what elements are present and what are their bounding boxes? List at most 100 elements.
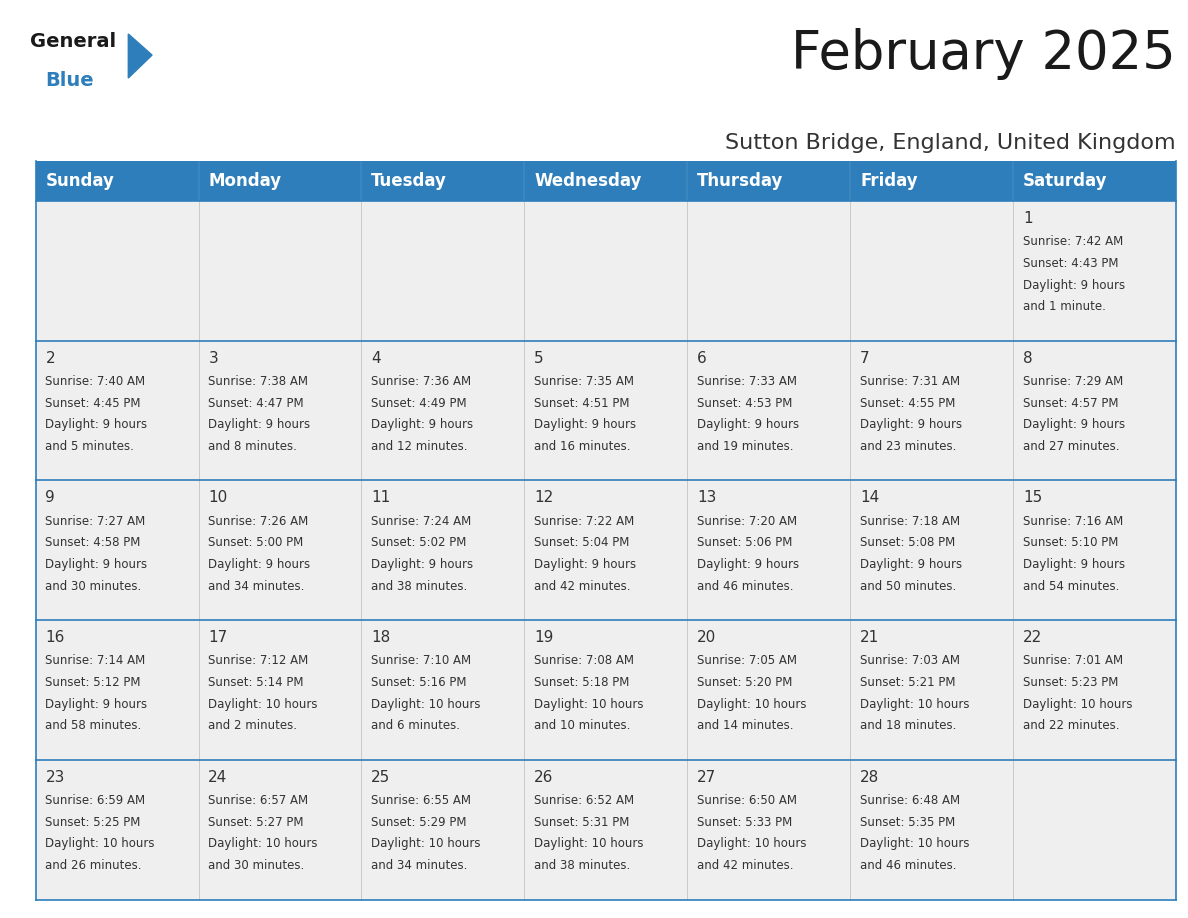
Text: Sunrise: 7:12 AM: Sunrise: 7:12 AM (208, 655, 309, 667)
Text: Sunrise: 7:18 AM: Sunrise: 7:18 AM (860, 515, 960, 528)
Text: and 19 minutes.: and 19 minutes. (697, 440, 794, 453)
Text: Sunset: 4:57 PM: Sunset: 4:57 PM (1023, 397, 1118, 409)
Text: 2: 2 (45, 351, 55, 365)
Text: Daylight: 10 hours: Daylight: 10 hours (535, 698, 644, 711)
Text: Sunrise: 7:05 AM: Sunrise: 7:05 AM (697, 655, 797, 667)
Text: Daylight: 9 hours: Daylight: 9 hours (372, 419, 473, 431)
Text: Daylight: 9 hours: Daylight: 9 hours (860, 419, 962, 431)
Text: and 23 minutes.: and 23 minutes. (860, 440, 956, 453)
Bar (688, 161, 851, 201)
Bar (36, 480, 198, 621)
Text: Sunset: 4:58 PM: Sunset: 4:58 PM (45, 536, 141, 549)
Text: Sunrise: 7:16 AM: Sunrise: 7:16 AM (1023, 515, 1123, 528)
Bar (361, 480, 524, 621)
Text: 24: 24 (208, 769, 228, 785)
Text: 1: 1 (1023, 211, 1032, 226)
Text: 17: 17 (208, 630, 228, 645)
Text: Sutton Bridge, England, United Kingdom: Sutton Bridge, England, United Kingdom (726, 133, 1176, 153)
Text: Daylight: 9 hours: Daylight: 9 hours (1023, 419, 1125, 431)
Text: 10: 10 (208, 490, 228, 505)
Text: 23: 23 (45, 769, 65, 785)
Text: Sunrise: 6:50 AM: Sunrise: 6:50 AM (697, 794, 797, 807)
Bar (688, 341, 851, 480)
Text: and 22 minutes.: and 22 minutes. (1023, 720, 1119, 733)
Text: Daylight: 10 hours: Daylight: 10 hours (860, 698, 969, 711)
Text: Sunset: 5:25 PM: Sunset: 5:25 PM (45, 816, 141, 829)
Text: Sunrise: 7:03 AM: Sunrise: 7:03 AM (860, 655, 960, 667)
Bar (1013, 161, 1176, 201)
Text: Sunrise: 6:52 AM: Sunrise: 6:52 AM (535, 794, 634, 807)
Text: and 38 minutes.: and 38 minutes. (535, 859, 631, 872)
Bar (524, 760, 688, 900)
Text: 28: 28 (860, 769, 879, 785)
Text: Sunrise: 7:35 AM: Sunrise: 7:35 AM (535, 375, 634, 388)
Text: Sunset: 5:14 PM: Sunset: 5:14 PM (208, 676, 304, 689)
Text: 21: 21 (860, 630, 879, 645)
Text: Sunset: 4:53 PM: Sunset: 4:53 PM (697, 397, 792, 409)
Text: Sunrise: 7:36 AM: Sunrise: 7:36 AM (372, 375, 472, 388)
Bar (198, 161, 361, 201)
Text: Sunset: 5:04 PM: Sunset: 5:04 PM (535, 536, 630, 549)
Text: Daylight: 9 hours: Daylight: 9 hours (45, 698, 147, 711)
Text: Sunset: 5:10 PM: Sunset: 5:10 PM (1023, 536, 1118, 549)
Text: Sunrise: 7:26 AM: Sunrise: 7:26 AM (208, 515, 309, 528)
Text: Sunset: 5:20 PM: Sunset: 5:20 PM (697, 676, 792, 689)
Text: 4: 4 (372, 351, 381, 365)
Text: Sunrise: 7:33 AM: Sunrise: 7:33 AM (697, 375, 797, 388)
Text: Sunset: 5:33 PM: Sunset: 5:33 PM (697, 816, 792, 829)
Bar (524, 201, 688, 341)
Bar (851, 161, 1013, 201)
Text: and 58 minutes.: and 58 minutes. (45, 720, 141, 733)
Text: Sunset: 5:21 PM: Sunset: 5:21 PM (860, 676, 955, 689)
Text: Daylight: 9 hours: Daylight: 9 hours (1023, 558, 1125, 571)
Text: and 34 minutes.: and 34 minutes. (372, 859, 468, 872)
Text: and 2 minutes.: and 2 minutes. (208, 720, 297, 733)
Text: and 8 minutes.: and 8 minutes. (208, 440, 297, 453)
Text: Sunset: 4:55 PM: Sunset: 4:55 PM (860, 397, 955, 409)
Text: Sunrise: 6:57 AM: Sunrise: 6:57 AM (208, 794, 309, 807)
Text: and 46 minutes.: and 46 minutes. (697, 579, 794, 593)
Bar (361, 341, 524, 480)
Text: 20: 20 (697, 630, 716, 645)
Text: 9: 9 (45, 490, 55, 505)
Text: Daylight: 10 hours: Daylight: 10 hours (208, 698, 318, 711)
Text: Sunset: 5:23 PM: Sunset: 5:23 PM (1023, 676, 1118, 689)
Text: and 46 minutes.: and 46 minutes. (860, 859, 956, 872)
Text: 8: 8 (1023, 351, 1032, 365)
Text: 25: 25 (372, 769, 391, 785)
Text: Sunset: 5:18 PM: Sunset: 5:18 PM (535, 676, 630, 689)
Text: 27: 27 (697, 769, 716, 785)
Bar (1013, 760, 1176, 900)
Text: Sunset: 4:47 PM: Sunset: 4:47 PM (208, 397, 304, 409)
Text: Daylight: 9 hours: Daylight: 9 hours (45, 419, 147, 431)
Text: and 18 minutes.: and 18 minutes. (860, 720, 956, 733)
Text: Daylight: 10 hours: Daylight: 10 hours (372, 837, 481, 850)
Text: 18: 18 (372, 630, 391, 645)
Text: and 1 minute.: and 1 minute. (1023, 300, 1106, 313)
Text: Saturday: Saturday (1023, 172, 1107, 190)
Text: 3: 3 (208, 351, 219, 365)
Bar (361, 760, 524, 900)
Bar (198, 341, 361, 480)
Text: and 42 minutes.: and 42 minutes. (535, 579, 631, 593)
Bar (688, 621, 851, 760)
Text: and 54 minutes.: and 54 minutes. (1023, 579, 1119, 593)
Text: Sunset: 4:43 PM: Sunset: 4:43 PM (1023, 257, 1118, 270)
Text: Sunrise: 6:55 AM: Sunrise: 6:55 AM (372, 794, 472, 807)
Text: and 38 minutes.: and 38 minutes. (372, 579, 468, 593)
Text: Sunset: 5:00 PM: Sunset: 5:00 PM (208, 536, 304, 549)
Text: Sunrise: 7:22 AM: Sunrise: 7:22 AM (535, 515, 634, 528)
Bar (361, 201, 524, 341)
Text: Daylight: 9 hours: Daylight: 9 hours (697, 558, 800, 571)
Bar (36, 760, 198, 900)
Text: Tuesday: Tuesday (372, 172, 447, 190)
Bar (198, 480, 361, 621)
Text: Sunrise: 6:59 AM: Sunrise: 6:59 AM (45, 794, 146, 807)
Text: Monday: Monday (208, 172, 282, 190)
Text: 5: 5 (535, 351, 544, 365)
Text: Sunset: 4:49 PM: Sunset: 4:49 PM (372, 397, 467, 409)
Text: 7: 7 (860, 351, 870, 365)
Text: Sunrise: 7:14 AM: Sunrise: 7:14 AM (45, 655, 146, 667)
Bar (361, 161, 524, 201)
Text: Daylight: 9 hours: Daylight: 9 hours (208, 558, 310, 571)
